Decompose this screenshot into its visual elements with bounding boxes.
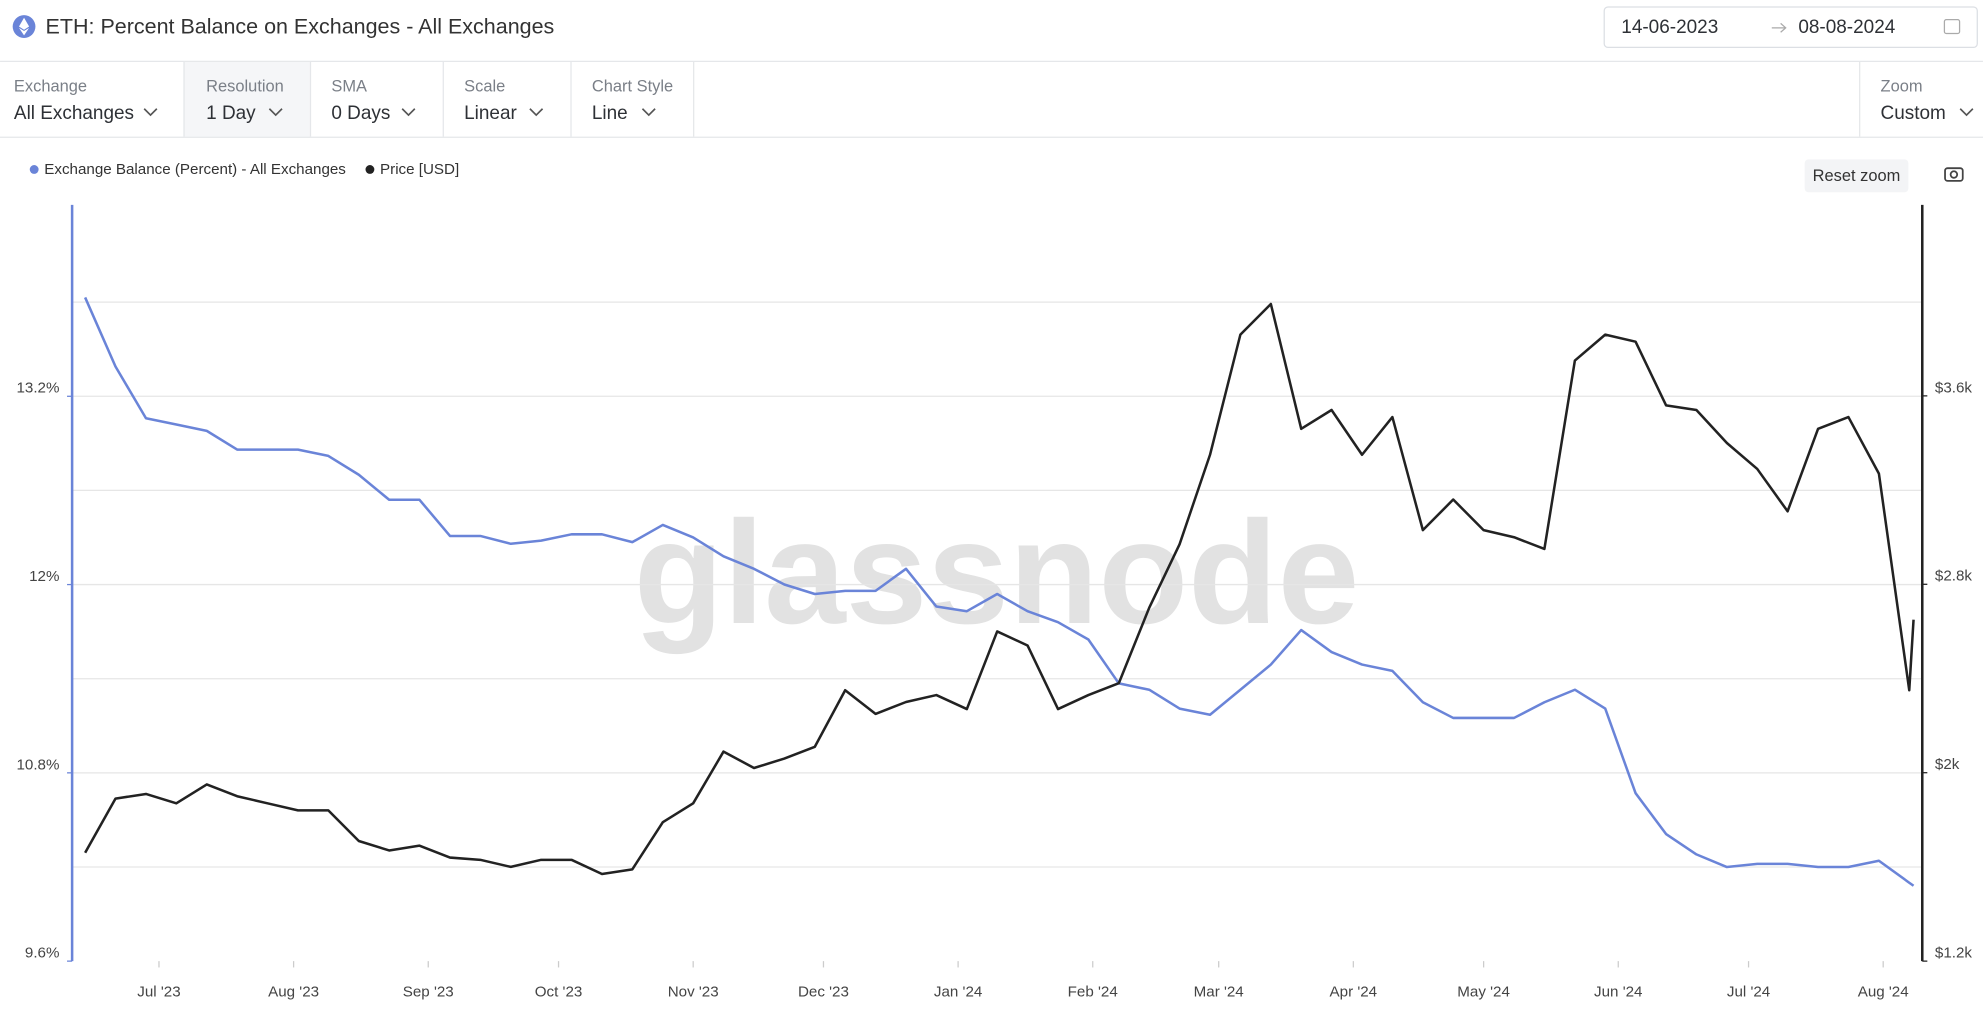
control-label[interactable]: SMA — [331, 78, 367, 96]
page-title: ETH: Percent Balance on Exchanges - All … — [46, 14, 555, 38]
x-tick-label: Aug '24 — [1858, 984, 1909, 1001]
camera-lens[interactable] — [1949, 170, 1959, 179]
y2-tick-label: $2.8k — [1935, 568, 1972, 585]
plot: glassnode 9.6% 10.8% 12% 13.2% $1.2k $2k $2.8k $… — [16, 204, 1972, 1001]
date-end[interactable]: 08-08-2024 — [1798, 17, 1895, 38]
toolbar: Exchange All Exchanges Resolution 1 Day SMA 0… — [14, 61, 1974, 137]
legend: Exchange Balance (Percent) - All Exchang… — [29, 161, 459, 178]
chevron[interactable] — [641, 108, 656, 117]
reset-zoom-button[interactable] — [1804, 159, 1909, 193]
control-label[interactable]: Exchange — [14, 78, 87, 96]
date-start[interactable]: 14-06-2023 — [1621, 17, 1718, 38]
series-line — [83, 296, 1915, 887]
date-picker[interactable] — [1603, 6, 1978, 49]
y2-tick-label: $2k — [1935, 756, 1960, 773]
y2-tick-label: $3.6k — [1935, 379, 1972, 396]
control-label[interactable]: Zoom — [1881, 78, 1923, 96]
calendar-icon[interactable] — [1943, 18, 1961, 35]
chevron[interactable] — [268, 108, 283, 117]
x-tick-label: Mar '24 — [1194, 984, 1244, 1001]
watermark: glassnode — [634, 491, 1359, 655]
control-label[interactable]: Scale — [464, 78, 505, 96]
chevron[interactable] — [1959, 108, 1974, 117]
control-value[interactable]: 1 Day — [206, 103, 256, 124]
control-value[interactable]: Custom — [1881, 103, 1946, 124]
series-line — [84, 302, 1915, 876]
chevron[interactable] — [529, 108, 544, 117]
control-label[interactable]: Chart Style — [592, 78, 673, 96]
active-control-bg — [183, 61, 310, 137]
y-tick-label: 9.6% — [25, 945, 60, 962]
x-tick-label: Feb '24 — [1068, 984, 1118, 1001]
y-tick-label: 12% — [29, 568, 59, 585]
y2-tick-label: $1.2k — [1935, 945, 1972, 962]
x-tick-label: Jun '24 — [1594, 984, 1642, 1001]
reset-zoom-label[interactable]: Reset zoom — [1813, 167, 1901, 185]
control-value[interactable]: Line — [592, 103, 628, 124]
legend-label[interactable]: Price [USD] — [380, 161, 459, 178]
x-tick-label: Jan '24 — [934, 984, 982, 1001]
x-tick-label: Aug '23 — [268, 984, 319, 1001]
control-label[interactable]: Resolution — [206, 78, 284, 96]
x-tick-label: Sep '23 — [403, 984, 454, 1001]
x-tick-label: Jul '24 — [1727, 984, 1770, 1001]
chevron[interactable] — [143, 108, 158, 117]
legend-marker[interactable] — [365, 165, 375, 174]
chevron[interactable] — [401, 108, 416, 117]
date-arrow — [1771, 22, 1787, 33]
camera-icon[interactable] — [1944, 167, 1964, 182]
x-tick-label: Nov '23 — [668, 984, 719, 1001]
legend-label[interactable]: Exchange Balance (Percent) - All Exchang… — [44, 161, 346, 178]
x-tick-label: Jul '23 — [137, 984, 180, 1001]
control-value[interactable]: All Exchanges — [14, 103, 134, 124]
control-value[interactable]: Linear — [464, 103, 517, 124]
eth-glyph — [18, 17, 30, 36]
x-tick-label: Apr '24 — [1330, 984, 1378, 1001]
camera-body[interactable] — [1944, 167, 1964, 182]
x-tick-label: Dec '23 — [798, 984, 849, 1001]
y-tick-label: 13.2% — [16, 380, 59, 397]
y-tick-label: 10.8% — [16, 756, 59, 773]
control-value[interactable]: 0 Days — [331, 103, 390, 124]
x-tick-label: Oct '23 — [535, 984, 583, 1001]
x-tick-label: May '24 — [1457, 984, 1510, 1001]
legend-marker[interactable] — [29, 165, 39, 174]
